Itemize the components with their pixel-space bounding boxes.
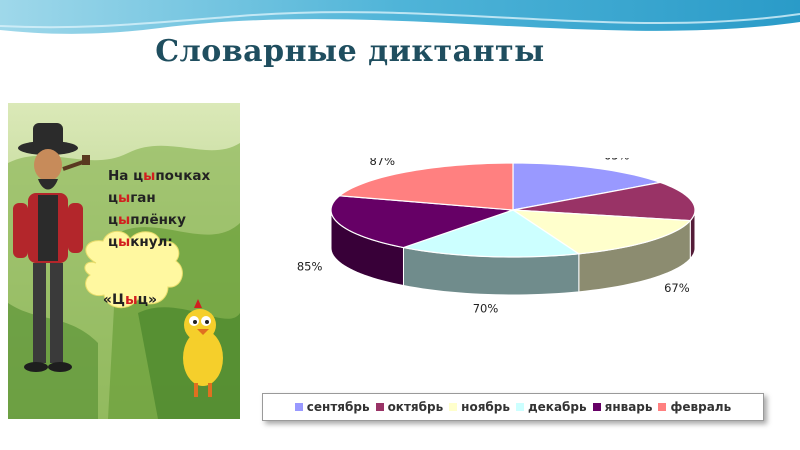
legend-label: октябрь [387,400,444,414]
header-wave [0,0,800,40]
data-label: 65% [604,158,630,163]
pie-slice-октябрь [512,181,696,222]
text-fragment: ц [108,234,119,250]
legend-swatch [515,403,524,411]
text-fragment: ы [143,168,156,184]
chick-icon [183,299,223,397]
legend-item: февраль [658,400,731,414]
legend-swatch [592,403,601,411]
text-fragment: плёнку [130,212,186,228]
pie-slice-февраль [337,162,514,211]
text-fragment: ы [124,292,138,308]
data-label: 67% [664,281,690,295]
chart-legend: сентябрь октябрь ноябрь декабрь январь феврал… [262,393,764,421]
illustration-line: На цыпочках [108,165,228,187]
pie-chart: 65%59%67%70%85%87% [297,158,696,315]
data-label: 70% [473,301,499,315]
legend-label: ноябрь [461,400,510,414]
legend-label: декабрь [527,400,587,414]
slide-title: Словарные диктанты [155,34,545,69]
illustration-line: цыкнул: [108,231,228,253]
text-fragment: На ц [108,168,144,184]
text-fragment: ы [118,190,131,206]
data-label: 87% [369,158,395,168]
legend-label: сентябрь [306,400,370,414]
illustration-text: На цыпочках цыган цыплёнку цыкнул: [108,165,228,253]
legend-swatch [658,403,667,411]
legend-label: февраль [670,400,732,414]
legend-item: октябрь [375,400,444,414]
data-label: 85% [297,260,323,274]
legend-item: декабрь [515,400,587,414]
pie-slice-январь [330,195,514,249]
legend-item: сентябрь [294,400,370,414]
legend-swatch [449,403,458,411]
text-fragment: почках [155,168,211,184]
speech-bubble-icon [84,230,183,309]
legend-label: январь [604,400,653,414]
text-fragment: «Ц [102,292,125,308]
text-fragment: ы [118,212,131,228]
bubble-text: «Цыц» [95,292,165,308]
text-fragment: ц [108,190,119,206]
pie-slice-сентябрь [512,162,663,211]
text-fragment: ган ц [108,190,156,228]
text-fragment: ц» [137,292,158,308]
legend-item: ноябрь [449,400,510,414]
gypsy-character-icon [13,123,90,372]
cartoon-illustration [8,103,240,419]
legend-item: январь [592,400,653,414]
legend-swatch [375,403,384,411]
legend-swatch [294,403,303,411]
text-fragment: ы [118,234,131,250]
text-fragment: кнул: [130,234,173,250]
illustration-line: цыган цыплёнку [108,187,228,231]
pie-slice-декабрь [401,209,581,258]
pie-slice-ноябрь [510,209,692,255]
